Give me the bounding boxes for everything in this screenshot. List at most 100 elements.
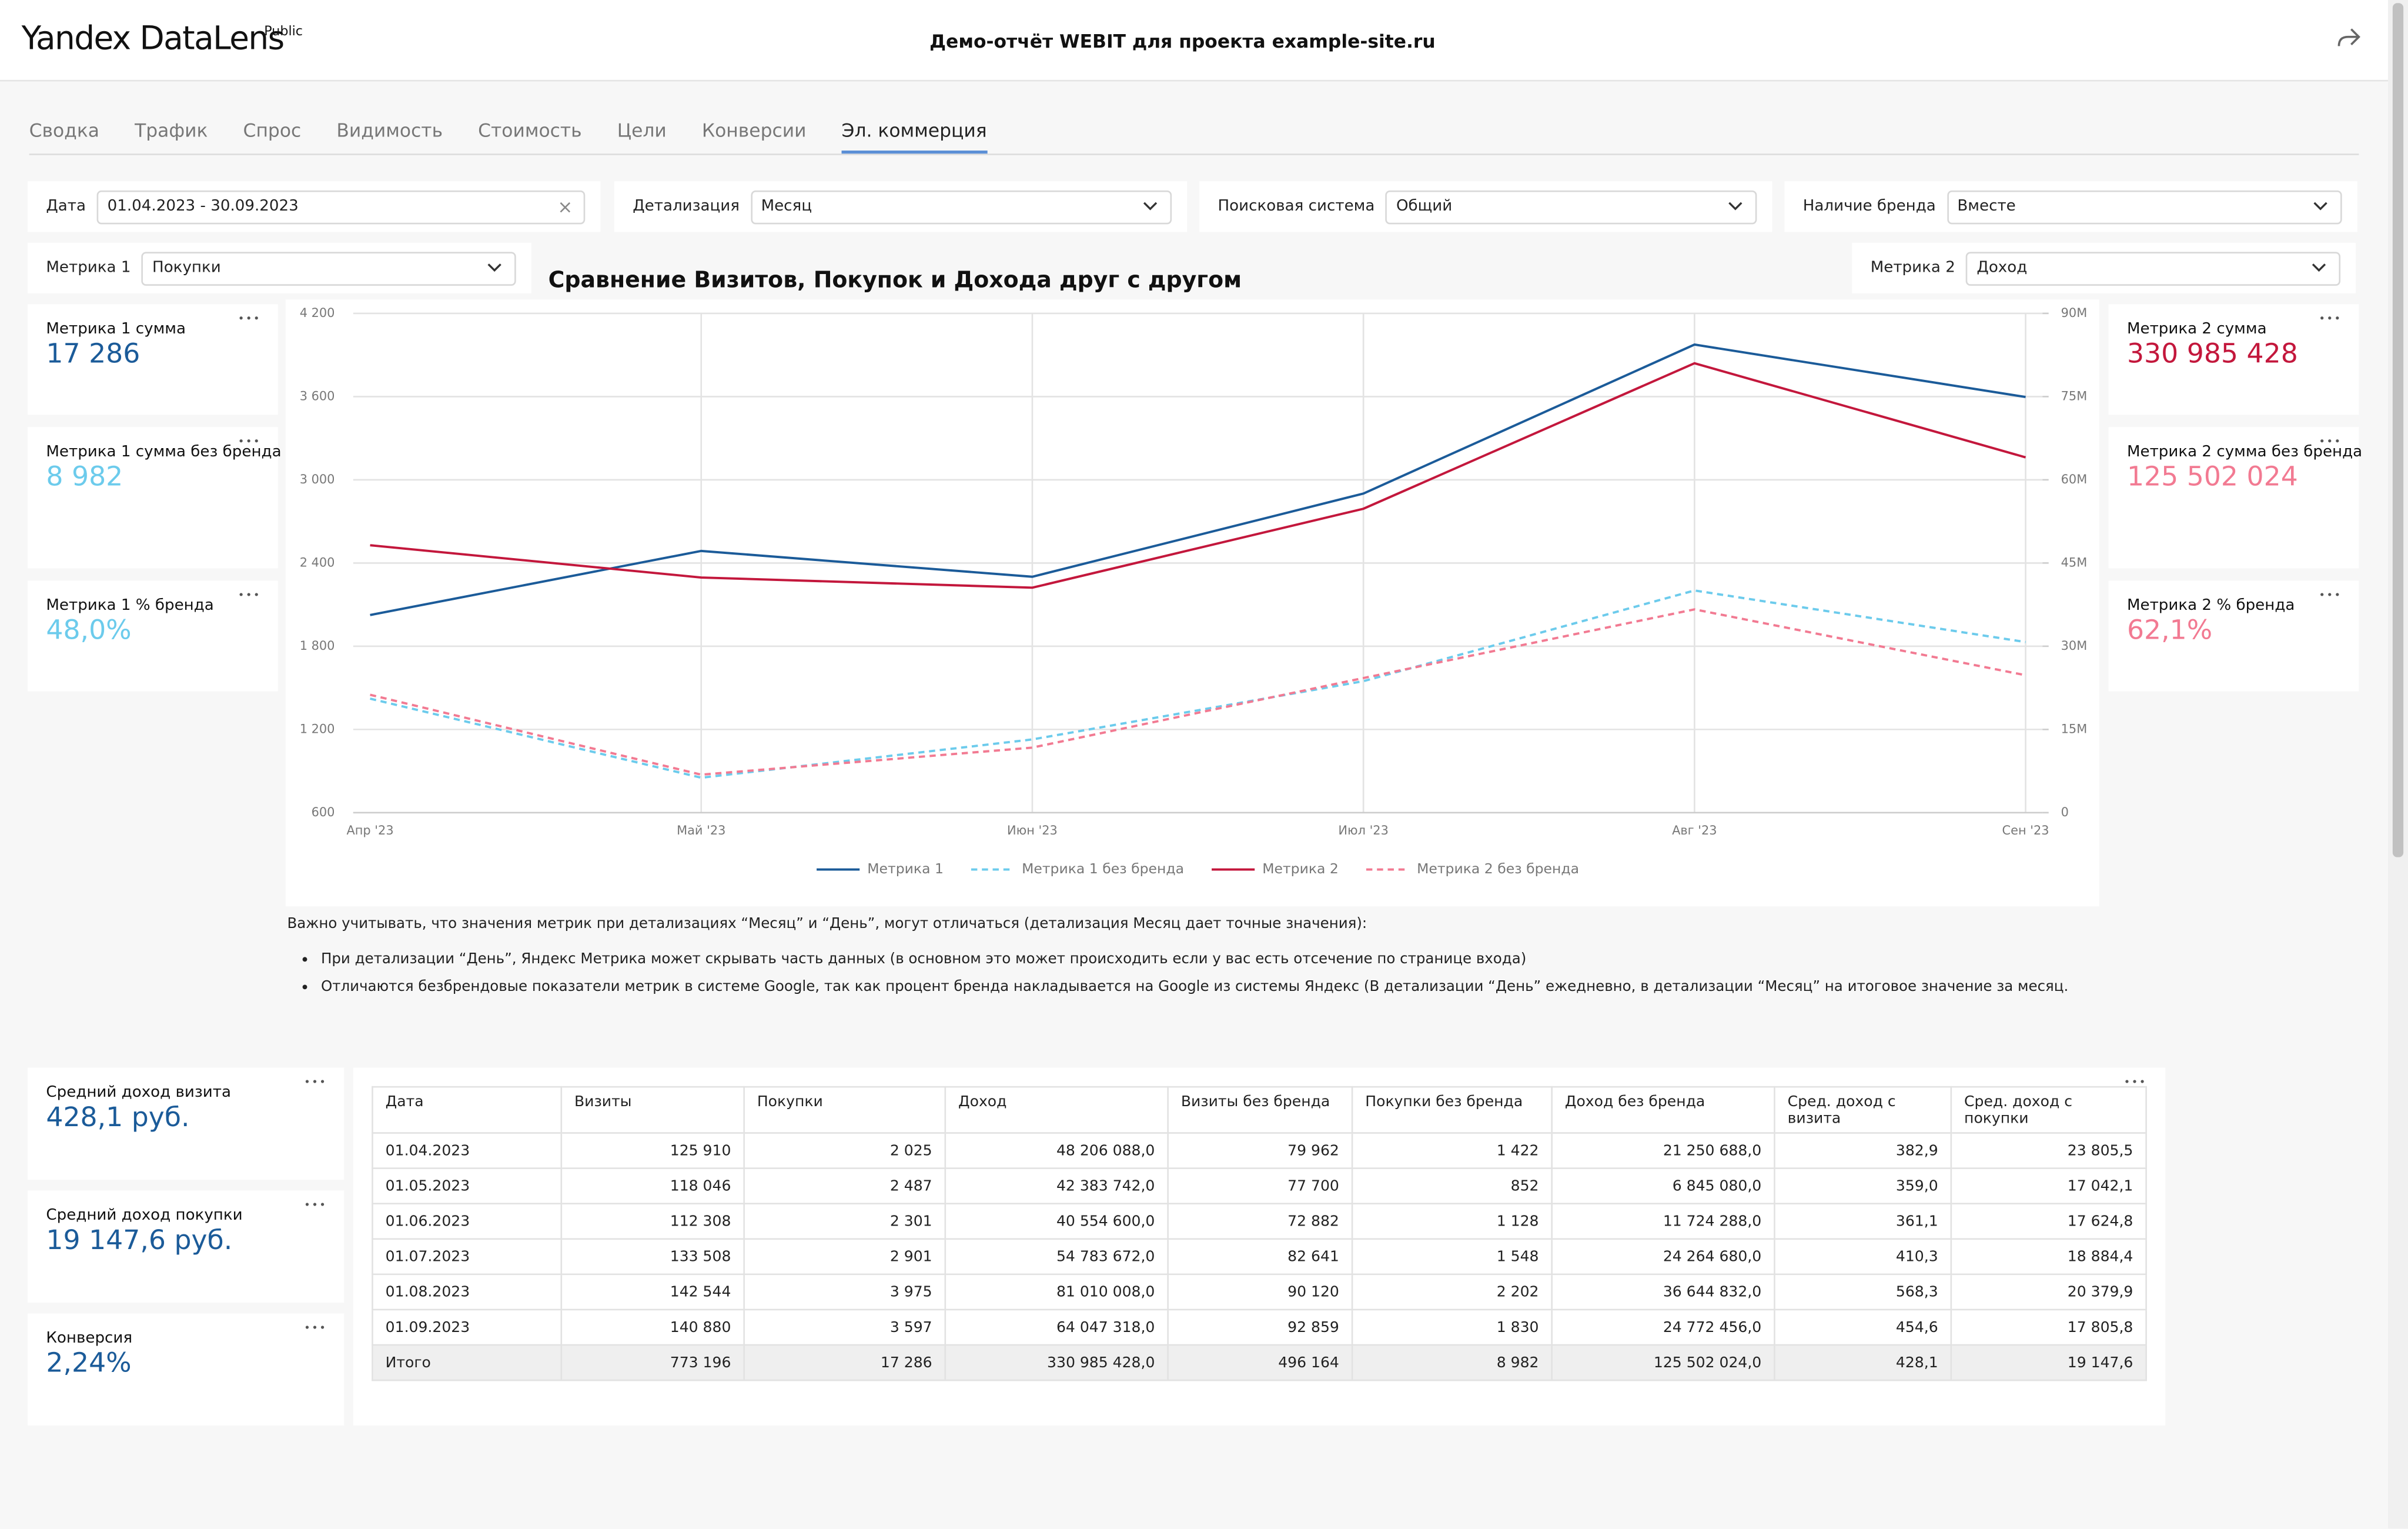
chart-widget: [285, 299, 2099, 907]
note-bullet: При детализации “День”, Яндекс Метрика м…: [321, 946, 2283, 974]
filter-input[interactable]: Общий: [1385, 189, 1757, 224]
column-header: Доход: [944, 1086, 1169, 1134]
kpi-label: Метрика 1 % бренда: [46, 597, 214, 615]
kpi-label: Метрика 1 сумма без бренда: [46, 443, 282, 461]
menu-dots[interactable]: [2125, 1080, 2144, 1084]
total-cell: 330 985 428,0: [944, 1344, 1169, 1381]
menu-dots[interactable]: [305, 1203, 325, 1207]
filter-input[interactable]: Вместе: [1947, 189, 2342, 224]
table-row: 01.06.2023 112 308 2 301 40 554 600,0 72 882…: [372, 1203, 2147, 1240]
total-cell: 773 196: [560, 1344, 745, 1381]
column-header: Покупки: [743, 1086, 947, 1134]
tab[interactable]: Спрос: [243, 119, 302, 142]
total-cell: 8 982: [1351, 1344, 1553, 1381]
table-cell: 90 120: [1167, 1273, 1353, 1311]
table-cell: 17 805,8: [1950, 1308, 2147, 1346]
metric-selector: Метрика 1 Покупки: [28, 242, 531, 293]
tab[interactable]: Конверсии: [701, 119, 807, 142]
filter-value: Вместе: [1957, 198, 2016, 215]
filter-value: Месяц: [761, 198, 812, 215]
table-cell: 64 047 318,0: [944, 1308, 1169, 1346]
menu-dots[interactable]: [2320, 593, 2339, 597]
tab[interactable]: Видимость: [336, 119, 443, 142]
selector-label: Метрика 1: [46, 259, 131, 277]
tabs-line: [29, 153, 2359, 155]
menu-dots[interactable]: [2320, 316, 2339, 321]
tab[interactable]: Стоимость: [478, 119, 582, 142]
data-table: Дата Визиты Покупки Доход Визиты без бренда П…: [372, 1086, 2147, 1381]
menu-dots[interactable]: [239, 316, 258, 321]
table-cell: 568,3: [1774, 1273, 1952, 1311]
header-row: Дата Визиты Покупки Доход Визиты без бренда П…: [372, 1086, 2147, 1134]
chevron-icon: [1143, 201, 1158, 212]
header-bar: [0, 0, 2389, 82]
table-cell: 17 042,1: [1950, 1167, 2147, 1205]
column-header: Визиты: [560, 1086, 745, 1134]
column-header: Визиты без бренда: [1167, 1086, 1353, 1134]
menu-dots[interactable]: [239, 593, 258, 597]
table-cell: 18 884,4: [1950, 1238, 2147, 1276]
table-cell: 1 128: [1351, 1203, 1553, 1240]
table-cell: 01.07.2023: [372, 1238, 563, 1276]
scrollbar[interactable]: [2388, 0, 2408, 1529]
kpi-value: 62,1%: [2126, 616, 2213, 647]
table-cell: 48 206 088,0: [944, 1132, 1169, 1169]
filter: Наличие бренда Вместе: [1784, 181, 2357, 232]
kpi-card: Метрика 1 сумма без бренда 8 982: [28, 427, 282, 569]
kpi-card: Метрика 1 % бренда 48,0%: [28, 580, 278, 692]
table-cell: 410,3: [1774, 1238, 1952, 1276]
filter-input[interactable]: 01.04.2023 - 30.09.2023: [96, 189, 586, 224]
kpi-card: Метрика 1 сумма 17 286: [28, 304, 278, 415]
filter-input[interactable]: Месяц: [750, 189, 1172, 224]
kpi-value: 17 286: [46, 339, 141, 370]
chevron-icon: [2311, 263, 2326, 273]
tab[interactable]: Сводка: [29, 119, 100, 142]
kpi-value: 428,1 руб.: [46, 1103, 190, 1134]
menu-dots[interactable]: [305, 1080, 325, 1084]
table-row: 01.07.2023 133 508 2 901 54 783 672,0 82 641…: [372, 1238, 2147, 1276]
table-cell: 140 880: [560, 1308, 745, 1346]
scroll-thumb[interactable]: [2392, 3, 2404, 857]
table-cell: 142 544: [560, 1273, 745, 1311]
menu-dots[interactable]: [2320, 439, 2339, 444]
menu-dots[interactable]: [305, 1326, 325, 1330]
chevron-icon: [2313, 201, 2328, 212]
table-row: 01.05.2023 118 046 2 487 42 383 742,0 77 700…: [372, 1167, 2147, 1205]
table-cell: 112 308: [560, 1203, 745, 1240]
table-cell: 852: [1351, 1167, 1553, 1205]
kpi-label: Метрика 2 % бренда: [2126, 597, 2295, 615]
share-icon[interactable]: [2336, 26, 2362, 49]
tab[interactable]: Эл. коммерция: [841, 120, 987, 154]
logo[interactable]: Yandex DataLens: [21, 19, 285, 57]
column-header: Покупки без бренда: [1351, 1086, 1553, 1134]
table-cell: 361,1: [1774, 1203, 1952, 1240]
kpi-card: Средний доход визита 428,1 руб.: [28, 1067, 345, 1180]
table-cell: 3 975: [743, 1273, 947, 1311]
total-cell: 496 164: [1167, 1344, 1353, 1381]
selector-input[interactable]: Покупки: [141, 251, 516, 285]
total-row: Итого 773 196 17 286 330 985 428,0 496 164 8 …: [372, 1344, 2147, 1381]
kpi-label: Метрика 2 сумма без бренда: [2126, 443, 2363, 461]
table-cell: 24 772 456,0: [1551, 1308, 1775, 1346]
table-row: 01.09.2023 140 880 3 597 64 047 318,0 92 859…: [372, 1308, 2147, 1346]
notes-list: При детализации “День”, Яндекс Метрика м…: [287, 946, 2283, 1001]
column-header: Дата: [372, 1086, 563, 1134]
table-cell: 01.09.2023: [372, 1308, 563, 1346]
filter-label: Детализация: [633, 198, 740, 215]
table-cell: 118 046: [560, 1167, 745, 1205]
column-header: Сред. доход с покупки: [1950, 1086, 2147, 1134]
tabs: Сводка Трафик Спрос Видимость Стоимость Цели К…: [29, 119, 987, 154]
kpi-card: Средний доход покупки 19 147,6 руб.: [28, 1190, 345, 1303]
selector-label: Метрика 2: [1870, 259, 1955, 277]
table-cell: 82 641: [1167, 1238, 1353, 1276]
tab[interactable]: Трафик: [135, 119, 208, 142]
table-cell: 2 487: [743, 1167, 947, 1205]
chart-title: Сравнение Визитов, Покупок и Дохода друг…: [549, 267, 1242, 293]
table-row: 01.08.2023 142 544 3 975 81 010 008,0 90 120…: [372, 1273, 2147, 1311]
kpi-label: Средний доход визита: [46, 1084, 231, 1101]
selector-value: Доход: [1976, 259, 2028, 277]
tab[interactable]: Цели: [617, 119, 667, 142]
menu-dots[interactable]: [239, 439, 258, 444]
selector-input[interactable]: Доход: [1966, 251, 2341, 285]
